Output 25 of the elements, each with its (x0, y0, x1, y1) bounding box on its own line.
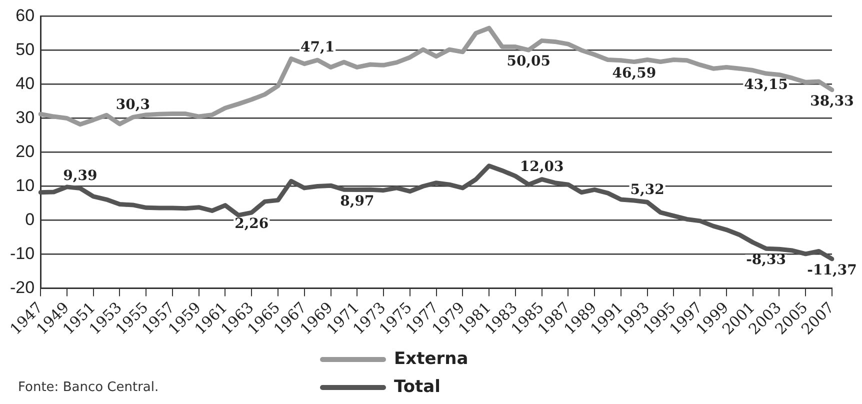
y-tick-label: -10 (10, 244, 35, 263)
data-label: 47,1 (300, 40, 335, 56)
data-label: 50,05 (506, 54, 551, 70)
data-label: 8,97 (340, 193, 374, 210)
y-tick-label: 20 (16, 142, 35, 161)
y-tick-label: 60 (16, 6, 35, 25)
source-note: Fonte: Banco Central. (18, 380, 159, 395)
data-label: 9,39 (63, 168, 98, 184)
y-tick-label: -20 (10, 278, 35, 297)
y-tick-label: 50 (16, 40, 35, 59)
y-tick-label: 30 (16, 108, 35, 127)
y-tick-label: 0 (25, 210, 35, 229)
data-label: 38,33 (810, 94, 854, 110)
data-label: 30,3 (116, 96, 150, 113)
data-label: 43,15 (744, 77, 788, 94)
legend-label: Total (394, 377, 440, 397)
legend-label: Externa (394, 349, 468, 369)
y-tick-label: 40 (16, 74, 35, 93)
data-label: -8,33 (746, 252, 786, 268)
data-label: 12,03 (520, 158, 564, 175)
data-label: 5,32 (630, 182, 664, 198)
y-tick-label: 10 (16, 176, 35, 195)
data-label: -11,37 (807, 262, 857, 279)
data-label: 2,26 (234, 216, 269, 232)
data-label: 46,59 (612, 65, 656, 82)
